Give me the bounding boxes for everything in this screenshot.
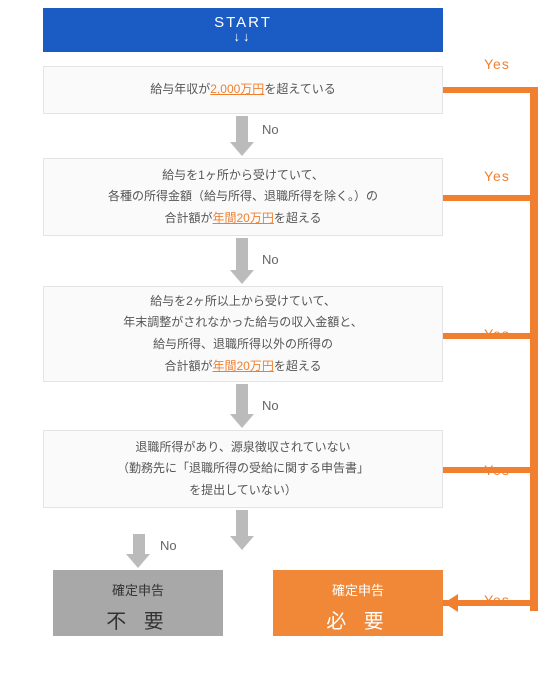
q1-text: 給与年収が2,000万円を超えている	[50, 79, 436, 101]
q3-line4: 合計額が年間20万円を超える	[50, 356, 436, 378]
q2-line3: 合計額が年間20万円を超える	[50, 208, 436, 230]
orange-arrow-head	[444, 594, 458, 612]
result-not-required: 確定申告 不 要	[53, 570, 223, 636]
q3-line1: 給与を2ヶ所以上から受けていて、	[50, 291, 436, 313]
arrow-down-1	[232, 116, 252, 156]
no-label-2: No	[262, 252, 279, 267]
start-arrows: ↓↓	[43, 29, 443, 44]
question-1: 給与年収が2,000万円を超えている	[43, 66, 443, 114]
q4-line1: 退職所得があり、源泉徴収されていない	[50, 437, 436, 459]
q1-highlight: 2,000万円	[210, 82, 264, 96]
no-label-3: No	[262, 398, 279, 413]
arrow-down-4	[232, 510, 252, 550]
q2-l3-post: を超える	[274, 211, 322, 225]
arrow-down-2	[232, 238, 252, 284]
arrow-into-not-required	[128, 534, 150, 568]
q3-line3: 給与所得、退職所得以外の所得の	[50, 334, 436, 356]
arrow-down-3	[232, 384, 252, 428]
q3-l4-highlight: 年間20万円	[213, 359, 274, 373]
no-label-4: No	[160, 538, 177, 553]
q3-line2: 年末調整がされなかった給与の収入金額と、	[50, 312, 436, 334]
q1-pre: 給与年収が	[150, 82, 210, 96]
q1-post: を超えている	[264, 82, 335, 96]
question-4: 退職所得があり、源泉徴収されていない （勤務先に「退職所得の受給に関する申告書」…	[43, 430, 443, 508]
yes-label-2: Yes	[484, 168, 510, 184]
result-orange-label: 確定申告	[273, 580, 443, 599]
no-label-1: No	[262, 122, 279, 137]
q3-l4-post: を超える	[274, 359, 322, 373]
result-gray-label: 確定申告	[53, 580, 223, 599]
q2-l3-highlight: 年間20万円	[213, 211, 274, 225]
q2-line2: 各種の所得金額（給与所得、退職所得を除く。）の	[50, 186, 436, 208]
result-orange-value: 必 要	[273, 605, 443, 634]
q4-line2: （勤務先に「退職所得の受給に関する申告書」	[50, 458, 436, 480]
q4-line3: を提出していない）	[50, 480, 436, 502]
result-gray-value: 不 要	[53, 605, 223, 634]
q2-line1: 給与を1ヶ所から受けていて、	[50, 165, 436, 187]
q3-l4-pre: 合計額が	[164, 359, 212, 373]
q2-l3-pre: 合計額が	[164, 211, 212, 225]
yes-label-1: Yes	[484, 56, 510, 72]
start-box: START ↓↓	[43, 8, 443, 52]
question-2: 給与を1ヶ所から受けていて、 各種の所得金額（給与所得、退職所得を除く。）の 合…	[43, 158, 443, 236]
result-required: 確定申告 必 要	[273, 570, 443, 636]
question-3: 給与を2ヶ所以上から受けていて、 年末調整がされなかった給与の収入金額と、 給与…	[43, 286, 443, 382]
